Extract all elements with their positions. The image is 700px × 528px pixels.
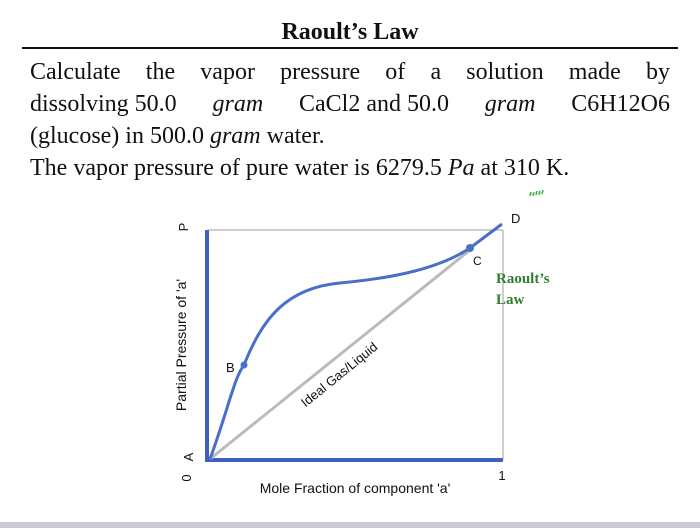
text-segment: at 310 K.: [480, 155, 570, 181]
problem-line-2: dissolving 50.0 gram CaCl2 and 50.0 gram…: [30, 88, 670, 120]
text-segment: (glucose) in 500.0: [30, 123, 204, 149]
y-axis-letter: P: [176, 223, 191, 232]
raoult-label-line1: Raoult’s: [496, 271, 550, 287]
unit-text: gram: [212, 91, 264, 117]
raoult-label-line2: Law: [496, 292, 525, 308]
word: of: [385, 59, 406, 85]
text-segment: CaCl2 and 50.0: [298, 91, 449, 117]
point-a-label: A: [181, 452, 196, 461]
problem-line-4: The vapor pressure of pure water is 6279…: [30, 152, 670, 184]
ideal-line: [209, 248, 471, 461]
problem-line-3: (glucose) in 500.0 gram water.: [30, 120, 670, 152]
word: pressure: [280, 59, 361, 85]
word: solution: [466, 59, 544, 85]
problem-statement: Calculate the vapor pressure of a soluti…: [30, 56, 670, 184]
text-segment: The vapor pressure of pure water is 6279…: [30, 155, 442, 181]
x-axis-label: Mole Fraction of component 'a': [260, 480, 451, 496]
point-c-marker: [466, 244, 474, 252]
text-segment: dissolving 50.0: [30, 91, 177, 117]
word: Calculate: [30, 59, 121, 85]
x-tick-start: 0: [179, 474, 194, 481]
word: a: [430, 59, 442, 85]
point-c-label: C: [473, 254, 482, 268]
ideal-line-label: Ideal Gas/Liquid: [298, 339, 380, 410]
word: vapor: [200, 59, 255, 85]
text-segment: C6H12O6: [571, 91, 670, 117]
point-d-label: D: [511, 211, 520, 226]
point-b-label: B: [226, 360, 235, 375]
page-title: Raoult’s Law: [281, 19, 419, 45]
word: the: [145, 59, 176, 85]
y-axis-label: Partial Pressure of 'a': [173, 279, 189, 411]
problem-line-1: Calculate the vapor pressure of a soluti…: [30, 56, 670, 88]
text-segment: water.: [266, 123, 325, 149]
unit-text: gram: [209, 123, 261, 149]
title-divider: [22, 47, 678, 49]
squiggle-mark: [529, 189, 544, 197]
bottom-bar: [0, 522, 700, 528]
word: by: [645, 59, 670, 85]
unit-text: gram: [484, 91, 536, 117]
point-b-marker: [240, 361, 248, 369]
x-tick-end: 1: [498, 468, 505, 483]
raoult-curve: [208, 222, 503, 460]
unit-text: Pa: [447, 155, 475, 181]
word: made: [568, 59, 621, 85]
